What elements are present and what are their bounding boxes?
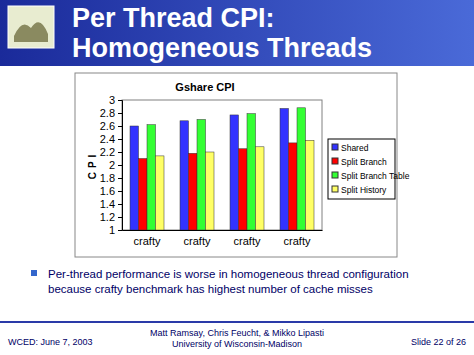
chart-title: Gshare CPI [175,81,234,93]
bullet-text: because crafty benchmark has highest num… [48,283,373,295]
legend-label: Split Branch [341,157,387,167]
tick-mark [118,165,122,166]
x-axis: crafty crafty crafty crafty [123,231,323,247]
tick: 3 [109,94,122,106]
plot-area [122,100,322,230]
axis-line [118,101,123,231]
tick: crafty [284,235,311,247]
y-axis: 11.21.41.61.822.22.42.62.83 [100,94,123,236]
legend-label: Shared [341,143,369,153]
tick-label: 2 [109,159,115,171]
tick-label: 2.2 [100,146,115,158]
tick-mark [118,139,122,140]
tick-label: 1.8 [100,172,115,184]
tick-mark [118,204,122,205]
bar [247,114,256,230]
legend-label: Split History [341,185,387,195]
footer-rule [0,321,474,323]
chart-box [75,73,397,257]
tick: 1.6 [100,185,122,197]
footer-center: Matt Ramsay, Chris Feucht, & Mikko Lipas… [150,328,324,338]
tick-label: 1.6 [100,185,115,197]
bar [239,149,248,230]
y-axis-title: CPI [87,151,98,180]
bar [139,159,148,231]
legend-swatch [332,158,338,164]
bar [230,115,239,230]
tick: crafty [134,235,161,247]
tick-mark [118,178,122,179]
footer-right: Slide 22 of 26 [411,337,466,347]
tick-label: crafty [184,235,211,247]
bullet-marker [31,270,37,276]
tick-label: crafty [234,235,261,247]
tick-mark [118,217,122,218]
tick: 2.8 [100,107,122,119]
legend-box [328,139,395,199]
bar [297,108,306,230]
legend-swatch [332,144,338,150]
tick-label: 3 [109,94,115,106]
logo-shape [14,22,48,42]
logo [8,6,54,48]
bar [206,152,215,230]
bar [147,125,156,230]
bar [130,126,139,230]
tick: crafty [184,235,211,247]
slide: Per Thread CPI:Homogeneous Threads Gshare… [0,0,474,355]
tick-label: 1 [109,224,115,236]
tick: 1.4 [100,198,122,210]
tick-label: crafty [134,235,161,247]
tick-mark [118,126,122,127]
bar [156,156,165,230]
bar [256,147,265,230]
bar [280,108,289,230]
tick-label: 1.2 [100,211,115,223]
tick-label: 2.6 [100,120,115,132]
header-band [0,0,474,66]
tick-mark [118,152,122,153]
tick: 2 [109,159,122,171]
tick: 2.4 [100,133,122,145]
slide-title: Homogeneous Threads [72,33,372,63]
axis-line [123,230,323,231]
tick-mark [118,113,122,114]
tick: crafty [234,235,261,247]
tick: 2.6 [100,120,122,132]
bar [306,140,315,230]
legend-swatch [332,186,338,192]
bar [197,120,206,231]
bars [130,108,314,230]
tick: 1 [109,224,122,236]
bullet-text: Per-thread performance is worse in homog… [48,268,409,280]
tick: 1.8 [100,172,122,184]
slide-title: Per Thread CPI: [72,3,275,33]
tick-label: crafty [284,235,311,247]
legend-label: Split Branch Table [341,171,410,181]
tick: 2.2 [100,146,122,158]
tick-label: 2.4 [100,133,115,145]
tick-mark [118,191,122,192]
tick-mark [118,230,122,231]
bar [289,143,298,230]
bar [180,121,189,230]
footer-left: WCED: June 7, 2003 [8,337,93,347]
footer-center: University of Wisconsin-Madison [172,339,302,349]
tick-label: 1.4 [100,198,115,210]
legend-swatch [332,172,338,178]
tick-mark [118,100,122,101]
legend: Shared Split Branch Split Branch Table Spli… [328,139,410,199]
bar [189,153,198,230]
tick: 1.2 [100,211,122,223]
tick-label: 2.8 [100,107,115,119]
